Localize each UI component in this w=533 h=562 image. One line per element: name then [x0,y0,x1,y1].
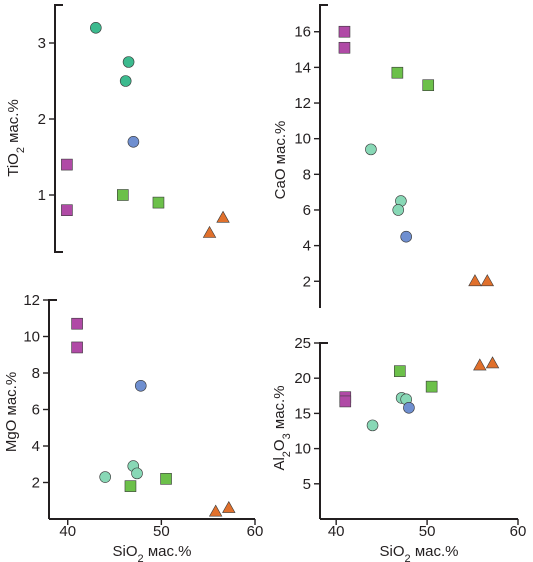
y-tick-label: 5 [303,476,311,493]
y-tick-label: 25 [294,335,311,352]
data-point-square [338,25,351,38]
x-tick-label: 50 [419,523,436,540]
data-point-circle [400,230,412,243]
y-axis-label: TiO2 мас.% [5,99,27,177]
data-point-triangle [468,274,482,287]
y-axis-label-part: MgO мас.% [3,372,20,452]
chart-panel-top-right: 2 4 6 8 10 12 14 16 CaO мас.% [272,4,495,308]
data-point-triangle [216,210,230,223]
data-point-square [152,196,165,209]
x-axis-label: SiO2 мас.% [113,543,192,562]
x-axis-label-part: мас.% [144,543,192,560]
y-tick-label: 10 [23,329,40,346]
y-axis-label-part: Al [271,457,288,470]
x-tick-label: 60 [510,523,527,540]
data-point-circle [366,419,379,432]
data-point-circle [99,471,111,483]
y-tick-label: 10 [294,131,311,148]
data-point-circle [403,401,415,414]
y-tick-label: 2 [38,111,46,128]
y-tick-label: 3 [38,35,46,52]
y-tick-label: 14 [294,59,311,76]
y-tick-label: 20 [294,370,311,387]
x-axis-label: SiO2 мас.% [380,543,459,562]
data-point-circle [134,379,147,392]
x-axis-label-part: 2 [138,553,144,562]
data-point-triangle [473,358,487,371]
data-point-circle [392,204,405,216]
y-axis-label-part: 2 [281,451,293,457]
y-tick-label: 15 [294,405,311,422]
y-tick-label: 4 [303,238,311,255]
data-point-circle [365,143,377,156]
y-tick-label: 16 [294,24,311,41]
data-point-square [71,341,83,354]
x-axis-label-part: мас.% [411,543,459,560]
data-point-square [71,317,83,330]
data-point-square [394,365,406,377]
data-point-square [160,473,172,485]
x-tick-label: 60 [247,523,264,540]
data-point-square [124,480,137,492]
y-tick-label: 8 [303,166,311,183]
y-tick-label: 10 [294,441,311,458]
y-tick-label: 2 [303,273,311,290]
data-point-triangle [485,356,500,369]
y-axis-label-part: мас.% [271,385,288,433]
y-axis-label: CaO мас.% [272,121,289,200]
y-tick-label: 6 [32,402,40,419]
data-point-circle [131,467,143,480]
y-tick-label: 1 [38,187,46,204]
x-tick-label: 50 [153,523,170,540]
y-axis-label-part: 3 [281,433,293,439]
x-tick-label: 40 [59,523,76,540]
y-tick-label: 12 [23,292,40,309]
data-point-triangle [480,274,495,287]
data-point-triangle [208,504,223,517]
x-tick-label: 40 [328,523,345,540]
y-axis-label-part: 2 [15,147,27,153]
data-point-square [422,79,435,92]
data-point-square [338,41,351,54]
data-point-square [61,158,73,171]
y-tick-label: 8 [32,365,40,382]
data-point-square [425,380,438,393]
x-axis-label-part: SiO [380,543,405,560]
y-axis-label-part: CaO мас.% [272,121,289,200]
y-tick-label: 6 [303,202,311,219]
y-axis-label: MgO мас.% [3,372,20,452]
y-tick-label: 4 [32,438,40,455]
data-point-triangle [202,225,217,238]
y-axis-label-part: TiO [5,153,22,177]
y-axis-label-part: мас.% [5,99,22,147]
data-point-circle [119,75,132,87]
data-point-circle [127,136,140,148]
data-point-circle [90,21,102,34]
data-point-triangle [222,500,236,513]
y-tick-label: 12 [294,95,311,112]
x-axis-label-part: 2 [405,553,411,562]
data-point-square [117,189,129,201]
y-axis-label: Al2O3 мас.% [271,385,293,470]
x-axis-label-part: SiO [113,543,138,560]
data-point-circle [122,56,135,68]
data-point-square [339,395,352,408]
data-point-square [61,204,73,216]
y-tick-label: 2 [32,475,40,492]
data-point-square [391,66,404,79]
y-axis-label-part: O [271,439,288,451]
